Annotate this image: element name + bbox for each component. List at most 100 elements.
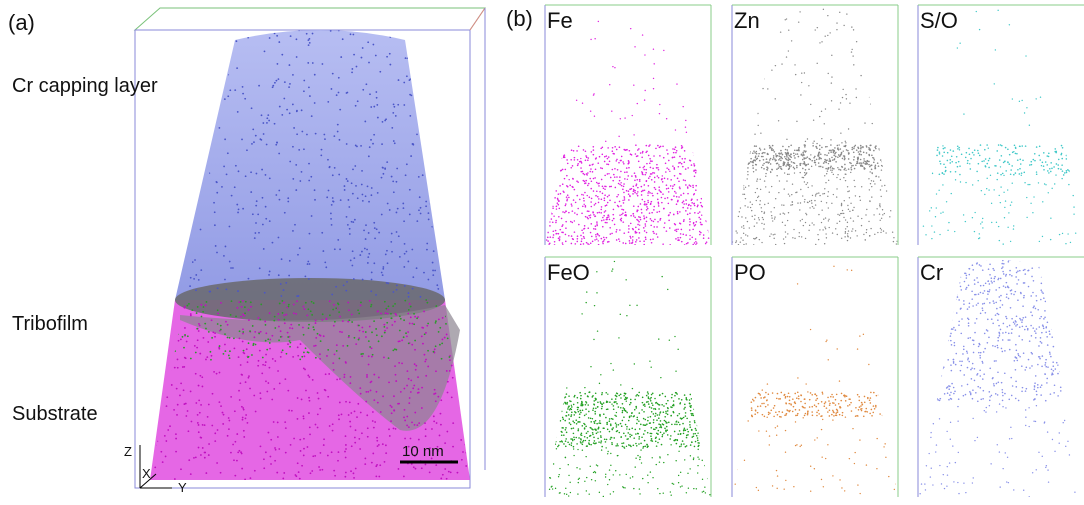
atom [601, 392, 603, 394]
atom [644, 446, 646, 448]
atom [662, 393, 664, 395]
atom [869, 235, 870, 236]
atom [582, 404, 584, 406]
atom [214, 224, 216, 226]
atom [433, 250, 435, 252]
atom [205, 304, 207, 306]
atom [682, 423, 684, 425]
atom [959, 43, 960, 44]
atom [558, 216, 560, 218]
atom [582, 232, 584, 234]
atom [840, 132, 841, 133]
atom [666, 184, 668, 186]
atom [689, 403, 691, 405]
atom [558, 141, 559, 142]
atom [392, 180, 394, 182]
atom [355, 145, 357, 147]
atom [183, 347, 185, 349]
atom [212, 94, 214, 96]
atom [565, 440, 567, 442]
atom [570, 492, 571, 493]
atom [840, 169, 842, 171]
atom [747, 167, 749, 169]
atom [585, 302, 586, 303]
atom [409, 397, 411, 399]
atom [231, 195, 233, 197]
atom [218, 127, 220, 129]
atom [179, 199, 181, 201]
atom [841, 142, 842, 143]
atom [278, 448, 280, 450]
atom [575, 412, 577, 414]
atom [611, 233, 613, 235]
atom [309, 95, 311, 97]
atom [580, 395, 582, 397]
atom [747, 178, 748, 179]
atom [635, 176, 637, 178]
atom [1045, 161, 1047, 163]
atom [376, 440, 378, 442]
atom [241, 453, 243, 455]
atom [594, 413, 596, 415]
atom [929, 173, 931, 175]
atom [784, 225, 785, 226]
atom [637, 191, 639, 193]
atom [329, 314, 331, 316]
atom [553, 408, 555, 410]
atom [821, 138, 822, 139]
atom [615, 187, 617, 189]
atom [436, 89, 438, 91]
atom [555, 441, 557, 443]
atom [840, 6, 841, 7]
atom [269, 37, 271, 39]
atom [1019, 159, 1021, 161]
atom [1073, 168, 1075, 170]
atom [633, 437, 635, 439]
atom [328, 190, 330, 192]
atom [1002, 173, 1004, 175]
atom [424, 361, 426, 363]
atom [658, 186, 660, 188]
atom [292, 178, 294, 180]
atom [384, 332, 386, 334]
atom [606, 439, 608, 441]
atom [565, 221, 567, 223]
atom [677, 433, 679, 435]
atom [639, 179, 641, 181]
atom [666, 403, 668, 405]
atom [625, 214, 627, 216]
atom [753, 150, 755, 152]
atom [365, 331, 367, 333]
atom [646, 444, 648, 446]
atom [639, 493, 640, 494]
atom [408, 402, 410, 404]
atom [636, 183, 638, 185]
atom [349, 233, 351, 235]
atom [164, 306, 166, 308]
atom [345, 401, 347, 403]
atom [372, 44, 374, 46]
atom [1061, 178, 1062, 179]
atom [825, 146, 827, 148]
atom [647, 447, 648, 448]
atom [596, 433, 598, 435]
atom [607, 196, 609, 198]
atom [601, 394, 603, 396]
atom [301, 131, 303, 133]
atom [408, 296, 410, 298]
atom [894, 116, 895, 117]
atom [601, 220, 603, 222]
atom [404, 285, 406, 287]
atom [547, 412, 549, 414]
atom [646, 206, 648, 208]
atom [414, 340, 416, 342]
atom [371, 304, 373, 306]
atom [612, 427, 614, 429]
atom [800, 189, 801, 190]
atom [1000, 166, 1001, 167]
atom [588, 215, 590, 217]
atom [635, 406, 637, 408]
atom [597, 162, 599, 164]
atom [455, 292, 457, 294]
atom [644, 174, 646, 176]
